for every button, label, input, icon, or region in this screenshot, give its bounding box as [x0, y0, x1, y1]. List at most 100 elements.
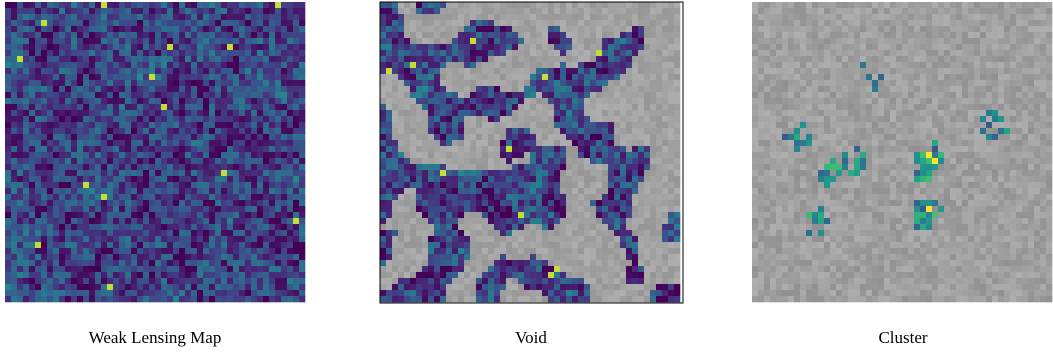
pixel	[131, 86, 137, 92]
pixel	[65, 38, 71, 44]
pixel	[95, 32, 101, 38]
pixel	[380, 242, 386, 248]
pixel	[77, 158, 83, 164]
pixel	[155, 236, 161, 242]
pixel	[620, 236, 626, 242]
pixel	[482, 296, 488, 302]
pixel	[572, 32, 578, 38]
pixel	[620, 242, 626, 248]
pixel	[5, 230, 11, 236]
pixel	[674, 116, 680, 122]
pixel	[602, 266, 608, 272]
pixel	[602, 146, 608, 152]
pixel	[95, 254, 101, 260]
pixel	[281, 68, 287, 74]
pixel	[251, 248, 257, 254]
pixel	[602, 86, 608, 92]
pixel	[668, 80, 674, 86]
pixel	[95, 296, 101, 302]
pixel	[41, 248, 47, 254]
pixel	[440, 254, 446, 260]
pixel	[524, 44, 530, 50]
pixel	[494, 62, 500, 68]
pixel	[119, 134, 125, 140]
pixel	[644, 188, 650, 194]
pixel	[380, 128, 386, 134]
pixel	[590, 296, 596, 302]
pixel	[428, 272, 434, 278]
pixel	[293, 248, 299, 254]
pixel	[287, 278, 293, 284]
pixel	[614, 56, 620, 62]
pixel	[29, 260, 35, 266]
pixel	[656, 104, 662, 110]
pixel	[5, 68, 11, 74]
pixel	[566, 224, 572, 230]
pixel	[185, 218, 191, 224]
pixel	[53, 134, 59, 140]
pixel	[470, 86, 476, 92]
pixel	[245, 146, 251, 152]
pixel	[77, 224, 83, 230]
pixel	[404, 194, 410, 200]
pixel	[434, 92, 440, 98]
pixel	[512, 206, 518, 212]
pixel	[215, 212, 221, 218]
pixel	[536, 260, 542, 266]
pixel	[566, 92, 572, 98]
pixel	[11, 38, 17, 44]
pixel	[500, 104, 506, 110]
pixel	[95, 110, 101, 116]
pixel	[101, 104, 107, 110]
pixel	[428, 224, 434, 230]
pixel	[554, 44, 560, 50]
pixel	[584, 2, 590, 8]
pixel	[572, 140, 578, 146]
pixel	[458, 278, 464, 284]
pixel	[245, 116, 251, 122]
pixel	[53, 236, 59, 242]
pixel	[506, 80, 512, 86]
pixel	[428, 128, 434, 134]
pixel	[167, 32, 173, 38]
pixel	[434, 2, 440, 8]
pixel	[77, 104, 83, 110]
pixel	[464, 110, 470, 116]
pixel	[614, 116, 620, 122]
pixel	[191, 62, 197, 68]
pixel	[245, 74, 251, 80]
pixel	[428, 20, 434, 26]
pixel	[65, 152, 71, 158]
pixel	[209, 116, 215, 122]
pixel	[83, 146, 89, 152]
pixel	[59, 116, 65, 122]
pixel	[662, 248, 668, 254]
pixel	[5, 200, 11, 206]
pixel	[167, 170, 173, 176]
pixel	[155, 266, 161, 272]
pixel	[281, 188, 287, 194]
pixel	[674, 80, 680, 86]
pixel	[209, 26, 215, 32]
pixel	[494, 182, 500, 188]
pixel	[17, 92, 23, 98]
pixel	[392, 128, 398, 134]
pixel	[89, 272, 95, 278]
pixel	[221, 2, 227, 8]
pixel	[287, 284, 293, 290]
pixel	[59, 194, 65, 200]
pixel	[674, 164, 680, 170]
pixel	[53, 68, 59, 74]
pixel	[542, 134, 548, 140]
pixel	[596, 26, 602, 32]
pixel	[644, 218, 650, 224]
pixel	[83, 290, 89, 296]
pixel	[131, 176, 137, 182]
pixel	[263, 74, 269, 80]
pixel	[77, 194, 83, 200]
pixel	[614, 230, 620, 236]
pixel	[287, 230, 293, 236]
pixel	[530, 38, 536, 44]
pixel	[440, 62, 446, 68]
pixel	[416, 68, 422, 74]
